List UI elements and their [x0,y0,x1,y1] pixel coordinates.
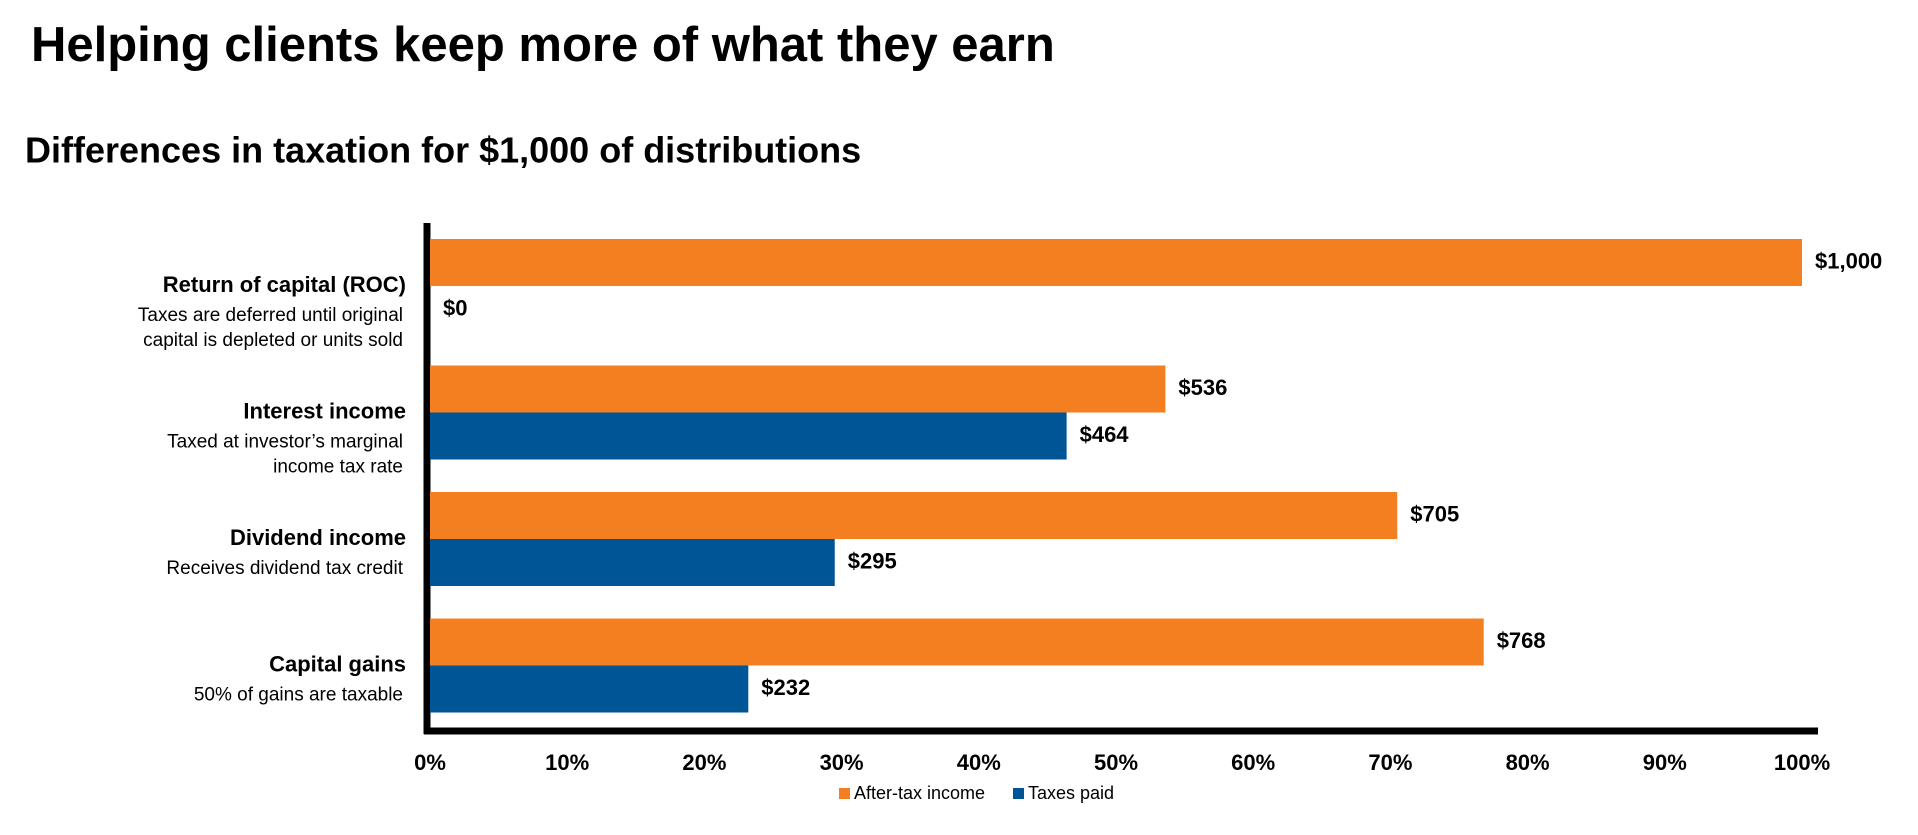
bar [430,365,1166,413]
x-tick-label: 60% [1231,750,1275,775]
bar [430,412,1067,460]
category-note: Receives dividend tax credit [166,558,403,579]
category-note: 50% of gains are taxable [194,685,403,706]
value-label: $295 [848,548,897,573]
legend-label: Taxes paid [1028,783,1114,803]
x-tick-label: 10% [545,750,589,775]
legend-swatch [839,788,850,799]
value-label: $232 [761,675,810,700]
x-tick-label: 30% [820,750,864,775]
legend-swatch [1013,788,1024,799]
x-tick-label: 0% [414,750,446,775]
value-label: $1,000 [1815,248,1882,273]
category-label: Capital gains [269,651,406,676]
value-label: $464 [1080,422,1130,447]
chart-title: Helping clients keep more of what they e… [31,18,1055,72]
bar [430,492,1398,539]
bar [430,618,1484,666]
category-note: capital is depleted or units sold [143,330,403,351]
x-tick-label: 70% [1368,750,1412,775]
legend-label: After-tax income [854,783,985,803]
category-label: Dividend income [230,525,406,550]
category-label: Interest income [243,398,406,423]
x-tick-label: 20% [682,750,726,775]
category-label: Return of capital (ROC) [163,272,406,297]
value-label: $0 [443,295,467,320]
x-tick-label: 90% [1643,750,1687,775]
value-label: $536 [1178,375,1227,400]
bar [430,539,835,586]
x-tick-label: 40% [957,750,1001,775]
category-note: Taxed at investor’s marginal [167,432,403,453]
x-tick-label: 80% [1506,750,1550,775]
category-note: income tax rate [273,457,403,478]
bar [430,665,749,713]
x-tick-label: 50% [1094,750,1138,775]
chart-subtitle: Differences in taxation for $1,000 of di… [25,130,861,171]
value-label: $768 [1497,628,1546,653]
x-tick-label: 100% [1774,750,1830,775]
category-note: Taxes are deferred until original [138,305,403,326]
bar [430,239,1802,286]
value-label: $705 [1410,501,1459,526]
